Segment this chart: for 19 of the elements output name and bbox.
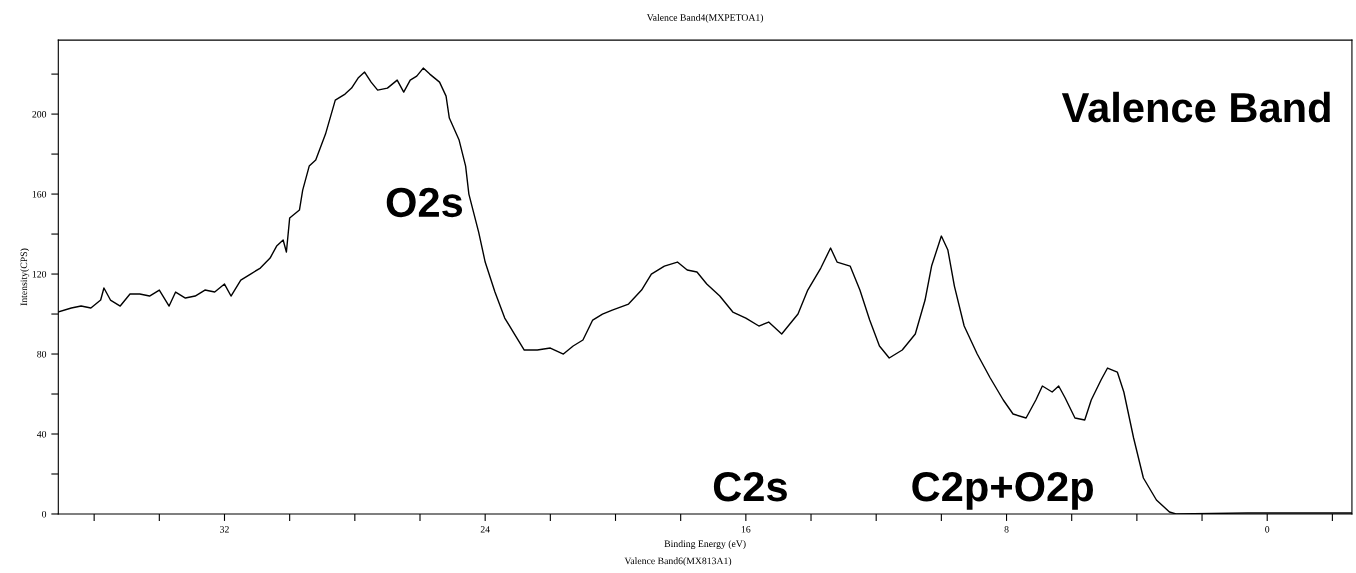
y-tick-label: 120 [32, 270, 47, 278]
x-tick-label: 16 [741, 526, 751, 533]
chart-title: Valence Band4(MXPETOA1) [646, 13, 764, 23]
y-tick-label: 40 [36, 430, 47, 438]
x-tick-label: 24 [480, 526, 490, 533]
x-tick-label: 8 [1004, 526, 1009, 533]
y-tick-label: 200 [32, 111, 47, 118]
x-tick-label: 0 [1265, 526, 1270, 533]
text: Valence Band6(MX813A1) [624, 557, 732, 567]
y-tick-label: 80 [37, 350, 47, 358]
x-axis-title: Binding Energy (eV) [664, 540, 746, 549]
annotation: C2p+O2p [912, 471, 1093, 510]
y-axis-title: Intensity(CPS) [20, 248, 30, 306]
annotation: Valence Band [1061, 91, 1330, 123]
y-tick-label: 0 [42, 510, 47, 518]
annotation: O2s [386, 187, 463, 218]
y-tick-label: 160 [32, 190, 47, 198]
x-tick-label: 32 [220, 526, 229, 533]
annotation: C2s [713, 471, 787, 502]
